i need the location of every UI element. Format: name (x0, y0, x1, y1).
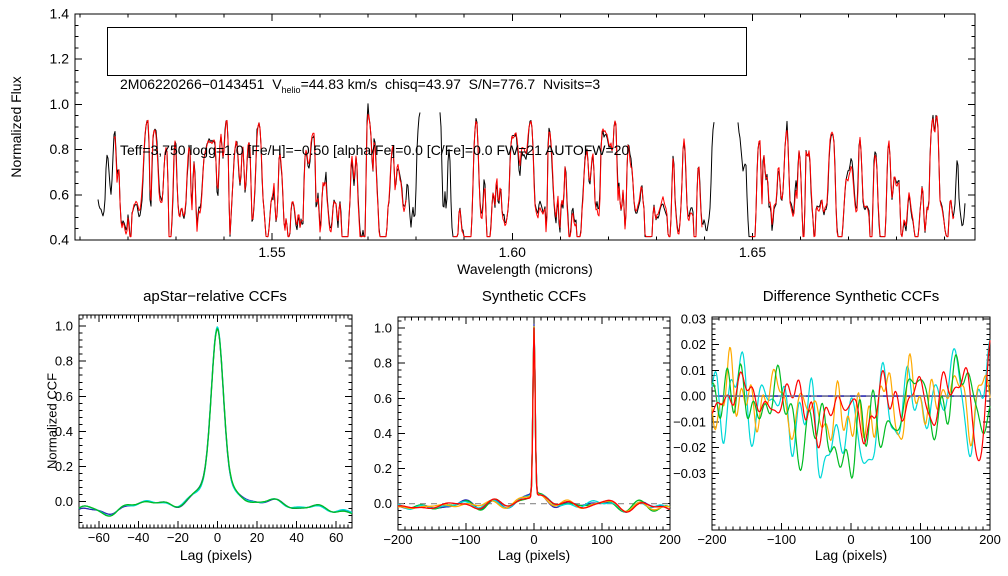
svg-text:−200: −200 (697, 532, 726, 547)
svg-text:0.02: 0.02 (681, 337, 706, 352)
svg-text:0: 0 (847, 532, 854, 547)
svg-text:0.8: 0.8 (55, 354, 73, 369)
svg-text:1.55: 1.55 (258, 244, 285, 260)
star-id-and-vhelio: 2M06220266−0143451 V (120, 76, 282, 92)
svg-text:0.4: 0.4 (374, 426, 392, 441)
svg-text:0.6: 0.6 (55, 389, 73, 404)
svg-text:0: 0 (214, 530, 221, 545)
svg-text:0.00: 0.00 (681, 389, 706, 404)
svg-text:0.03: 0.03 (681, 311, 706, 326)
svg-text:200: 200 (659, 532, 681, 547)
svg-text:0.4: 0.4 (55, 424, 73, 439)
svg-text:−100: −100 (767, 532, 796, 547)
svg-text:200: 200 (979, 532, 1001, 547)
difference-ccf-title: Difference Synthetic CCFs (762, 288, 940, 305)
svg-text:0.0: 0.0 (374, 496, 392, 511)
svg-text:−20: −20 (167, 530, 189, 545)
apstar-ccf-xlabel: Lag (pixels) (179, 547, 253, 563)
svg-text:0.4: 0.4 (50, 232, 70, 248)
spectrum-info-line1: 2M06220266−0143451 Vhelio=44.83 km/s chi… (120, 73, 746, 95)
fit-stats: =44.83 km/s chisq=43.97 S/N=776.7 Nvisit… (300, 76, 601, 92)
vhelio-subscript: helio (281, 84, 301, 95)
svg-text:0.0: 0.0 (55, 494, 73, 509)
svg-text:−100: −100 (451, 532, 480, 547)
svg-text:0.6: 0.6 (50, 186, 70, 202)
svg-text:−0.02: −0.02 (673, 440, 706, 455)
svg-text:1.2: 1.2 (50, 51, 70, 67)
svg-text:0.6: 0.6 (374, 391, 392, 406)
spectrum-info-box: 2M06220266−0143451 Vhelio=44.83 km/s chi… (107, 27, 747, 158)
synthetic-ccf-xlabel: Lag (pixels) (497, 547, 571, 563)
svg-text:0.2: 0.2 (374, 461, 392, 476)
svg-text:100: 100 (910, 532, 932, 547)
svg-text:1.0: 1.0 (50, 96, 70, 112)
spectrum-info-line2: Teff=3,750 logg=1.0 [Fe/H]=−0.50 [alpha/… (120, 142, 630, 158)
svg-text:60: 60 (329, 530, 343, 545)
svg-text:−0.03: −0.03 (673, 466, 706, 481)
svg-text:1.60: 1.60 (499, 244, 526, 260)
spectrum-xlabel: Wavelength (microns) (457, 261, 593, 277)
svg-text:0.8: 0.8 (50, 141, 70, 157)
svg-text:0.01: 0.01 (681, 363, 706, 378)
svg-text:1.0: 1.0 (374, 321, 392, 336)
svg-text:−60: −60 (88, 530, 110, 545)
svg-text:0.2: 0.2 (55, 459, 73, 474)
svg-text:100: 100 (591, 532, 613, 547)
svg-text:0: 0 (530, 532, 537, 547)
svg-text:−200: −200 (383, 532, 412, 547)
synthetic-ccf-title: Synthetic CCFs (481, 288, 587, 305)
apstar-ccf-title: apStar−relative CCFs (143, 288, 287, 305)
svg-text:1.4: 1.4 (50, 6, 70, 22)
svg-text:20: 20 (250, 530, 264, 545)
svg-text:0.8: 0.8 (374, 356, 392, 371)
svg-text:−40: −40 (127, 530, 149, 545)
svg-text:40: 40 (289, 530, 303, 545)
difference-ccf-xlabel: Lag (pixels) (814, 547, 888, 563)
svg-text:−0.01: −0.01 (673, 414, 706, 429)
svg-text:1.0: 1.0 (55, 319, 73, 334)
svg-text:1.65: 1.65 (739, 244, 766, 260)
